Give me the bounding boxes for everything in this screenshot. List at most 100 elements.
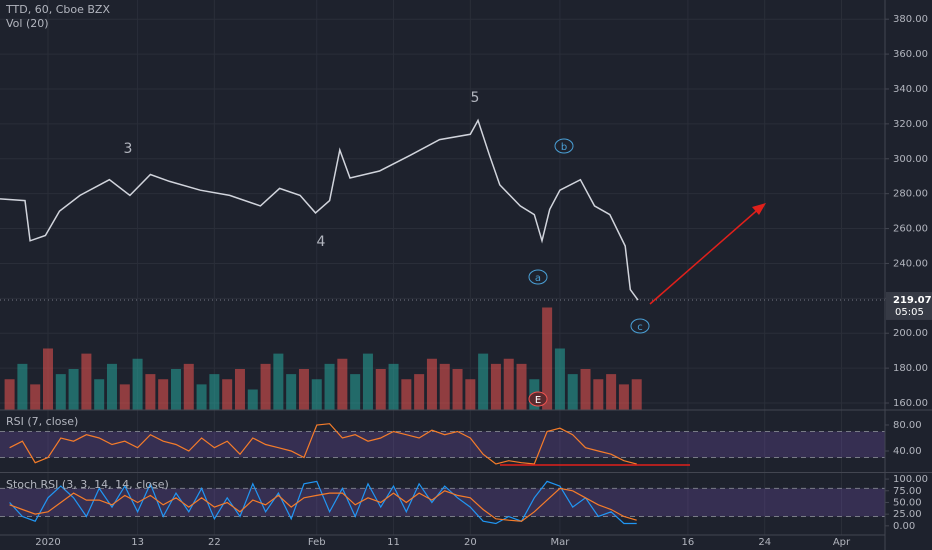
y-tick-label: 340.00	[893, 84, 928, 95]
panel-title: Stoch RSI (3, 3, 14, 14, close)	[6, 478, 169, 491]
indicator-line	[9, 487, 637, 522]
forecast-arrow	[649, 205, 763, 305]
x-tick-label: 2020	[35, 537, 60, 548]
volume-bar	[580, 369, 591, 410]
wave-circle	[554, 138, 574, 154]
volume-bar	[362, 353, 373, 410]
price-label-box	[886, 291, 932, 320]
wave-label: 5	[471, 90, 480, 106]
volume-bar	[414, 374, 425, 410]
y-tick-label: 80.00	[893, 420, 922, 431]
volume-bar	[158, 379, 169, 410]
wave-label: c	[637, 322, 643, 333]
volume-bar	[234, 369, 245, 410]
y-tick-label: 380.00	[893, 14, 928, 25]
volume-bar	[183, 363, 194, 410]
volume-bar	[30, 384, 41, 410]
volume-bar	[132, 358, 143, 410]
y-tick-label: 160.00	[893, 398, 928, 409]
volume-bar	[286, 374, 297, 410]
volume-bar	[516, 363, 527, 410]
volume-bar	[209, 374, 220, 410]
volume-bar	[426, 358, 437, 410]
x-tick-label: Feb	[308, 537, 326, 548]
wave-circle	[630, 318, 650, 334]
y-tick-label: 180.00	[893, 363, 928, 374]
volume-bar	[388, 363, 399, 410]
volume-bar	[170, 369, 181, 410]
volume-bar	[106, 363, 117, 410]
wave-label: 3	[124, 141, 133, 157]
volume-bar	[311, 379, 322, 410]
volume-bar	[401, 379, 412, 410]
volume-bar	[375, 369, 386, 410]
x-tick-label: 11	[387, 537, 400, 548]
x-tick-label: Apr	[833, 537, 851, 548]
volume-bar	[554, 348, 565, 410]
volume-bar	[145, 374, 156, 410]
y-tick-label: 0.00	[893, 521, 915, 532]
x-tick-label: 16	[682, 537, 695, 548]
volume-bar	[567, 374, 578, 410]
wave-label: E	[535, 395, 541, 406]
x-tick-label: Mar	[550, 537, 570, 548]
wave-label: a	[535, 273, 541, 284]
y-tick-label: 40.00	[893, 446, 922, 457]
volume-bar	[618, 384, 629, 410]
y-tick-label: 200.00	[893, 328, 928, 339]
wave-circle	[528, 391, 548, 407]
volume-bar	[478, 353, 489, 410]
volume-bar	[298, 369, 309, 410]
wave-label: b	[561, 142, 567, 153]
countdown-label: 05:05	[895, 307, 924, 318]
y-tick-label: 320.00	[893, 119, 928, 130]
volume-bar	[273, 353, 284, 410]
volume-bar	[81, 353, 92, 410]
volume-bar	[631, 379, 642, 410]
y-tick-label: 75.00	[893, 486, 922, 497]
x-tick-label: 20	[464, 537, 477, 548]
indicator-line	[9, 423, 637, 465]
volume-bar	[196, 384, 207, 410]
volume-bar	[260, 363, 271, 410]
volume-bar	[222, 379, 233, 410]
wave-label: 4	[317, 234, 326, 250]
y-tick-label: 360.00	[893, 49, 928, 60]
volume-bar	[42, 348, 53, 410]
y-tick-label: 280.00	[893, 189, 928, 200]
y-tick-label: 240.00	[893, 258, 928, 269]
volume-bar	[94, 379, 105, 410]
volume-bar	[350, 374, 361, 410]
x-tick-label: 22	[208, 537, 221, 548]
wave-circle	[528, 269, 548, 285]
panel-title: RSI (7, close)	[6, 415, 78, 428]
arrow-head	[752, 203, 766, 215]
volume-bar	[337, 358, 348, 410]
volume-bar	[593, 379, 604, 410]
volume-bar	[17, 363, 28, 410]
volume-bar	[55, 374, 66, 410]
volume-bar	[119, 384, 130, 410]
volume-bar	[490, 363, 501, 410]
y-tick-label: 300.00	[893, 154, 928, 165]
volume-bar	[503, 358, 514, 410]
x-tick-label: 24	[758, 537, 771, 548]
y-tick-label: 25.00	[893, 509, 922, 520]
last-price-label: 219.07	[893, 295, 932, 306]
volume-bar	[439, 363, 450, 410]
price-line	[0, 118, 639, 301]
y-tick-label: 260.00	[893, 224, 928, 235]
volume-bar	[465, 379, 476, 410]
volume-bar	[542, 307, 553, 410]
chart-title: TTD, 60, Cboe BZX	[5, 3, 110, 16]
volume-bar	[452, 369, 463, 410]
x-tick-label: 13	[131, 537, 144, 548]
y-tick-label: 50.00	[893, 497, 922, 508]
volume-bar	[324, 363, 335, 410]
volume-bar	[68, 369, 79, 410]
chart-subtitle: Vol (20)	[6, 17, 49, 30]
volume-bar	[4, 379, 15, 410]
band	[0, 431, 885, 458]
